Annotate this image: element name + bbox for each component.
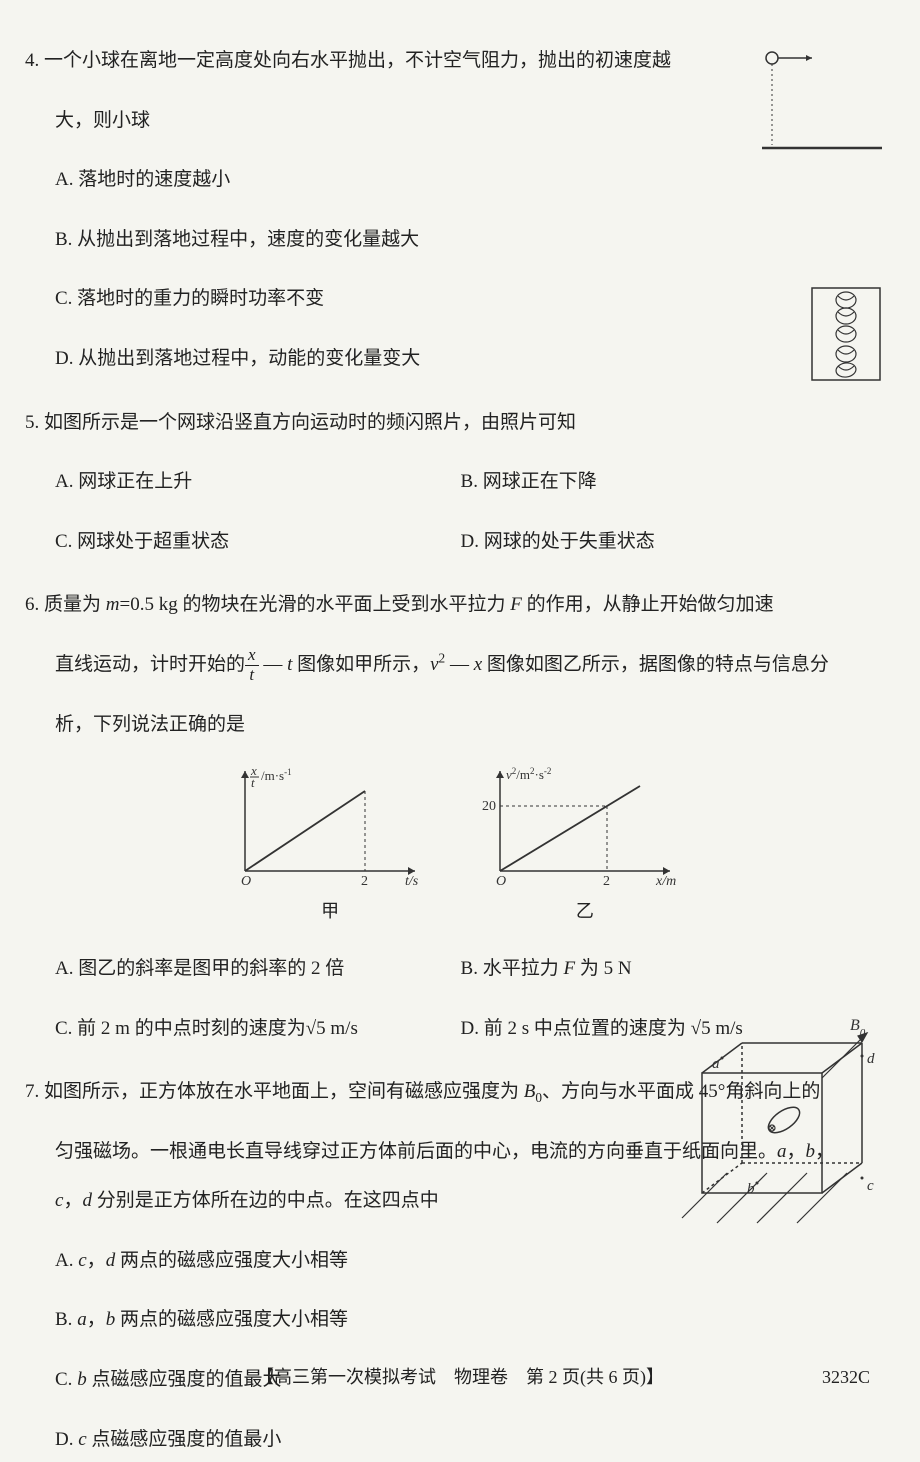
- chart2-xmax: 2: [603, 874, 610, 889]
- var-m: m: [106, 594, 120, 615]
- svg-text:/m·s-1: /m·s-1: [261, 767, 292, 783]
- q5-option-d: D. 网球的处于失重状态: [461, 519, 862, 565]
- question-5: 5. 如图所示是一个网球沿竖直方向运动时的频闪照片，由照片可知 A. 网球正在上…: [25, 400, 890, 565]
- q5-number: 5.: [25, 412, 44, 433]
- q7-option-a: A. c，d 两点的磁感应强度大小相等: [55, 1238, 890, 1284]
- page-footer: 【高三第一次模拟考试 物理卷 第 2 页(共 6 页)】: [0, 1363, 920, 1392]
- chart1-xmax: 2: [361, 874, 368, 889]
- figure-cube-magnetic: B0 a d b c: [672, 1018, 882, 1228]
- q4-option-c: C. 落地时的重力的瞬时功率不变: [55, 276, 890, 322]
- figure-tennis-strobe: [810, 286, 882, 382]
- charts-row: O 2 t/s x t /m·s-1 甲 O 20 2: [25, 761, 890, 926]
- q4-stem-line1: 一个小球在离地一定高度处向右水平抛出，不计空气阻力，抛出的初速度越: [44, 50, 671, 71]
- label-d: d: [867, 1051, 875, 1067]
- label-c: c: [867, 1178, 874, 1194]
- q4-number: 4.: [25, 50, 44, 71]
- q7-option-d: D. c 点磁感应强度的值最小: [55, 1417, 890, 1462]
- chart1-caption: 甲: [215, 897, 445, 926]
- q7-option-b: B. a，b 两点的磁感应强度大小相等: [55, 1297, 890, 1343]
- q6-option-c: C. 前 2 m 的中点时刻的速度为√5 m/s: [55, 1006, 456, 1052]
- var-F: F: [510, 594, 522, 615]
- q6-stem-line1: 6. 质量为 m=0.5 kg 的物块在光滑的水平面上受到水平拉力 F 的作用，…: [25, 582, 890, 628]
- q5-option-a: A. 网球正在上升: [55, 459, 456, 505]
- question-6: 6. 质量为 m=0.5 kg 的物块在光滑的水平面上受到水平拉力 F 的作用，…: [25, 582, 890, 1051]
- page-code: 3232C: [822, 1363, 870, 1392]
- label-b: b: [747, 1181, 755, 1197]
- svg-text:O: O: [241, 874, 251, 889]
- q6-stem-line3: 析，下列说法正确的是: [55, 702, 890, 748]
- q6-option-b: B. 水平拉力 F 为 5 N: [461, 946, 862, 992]
- chart-1: O 2 t/s x t /m·s-1 甲: [215, 761, 445, 926]
- chart2-xlabel: x/m: [655, 874, 676, 889]
- q4-option-a: A. 落地时的速度越小: [55, 157, 890, 203]
- q6-stem1a: 质量为: [44, 594, 106, 615]
- q6-stem2a: 直线运动，计时开始的: [55, 654, 245, 675]
- q6-stem1b: =0.5 kg 的物块在光滑的水平面上受到水平拉力: [120, 594, 511, 615]
- q5-option-c: C. 网球处于超重状态: [55, 519, 456, 565]
- q6-stem2c: 图像如图乙所示，据图像的特点与信息分: [482, 654, 829, 675]
- svg-text:t: t: [251, 775, 255, 790]
- q6-number: 6.: [25, 594, 44, 615]
- q7-number: 7.: [25, 1081, 44, 1102]
- chart2-ymax: 20: [482, 799, 496, 814]
- label-a: a: [712, 1056, 720, 1072]
- chart-2: O 20 2 x/m v2/m2·s-2 乙: [470, 761, 700, 926]
- svg-text:v2/m2·s-2: v2/m2·s-2: [506, 766, 551, 782]
- chart2-caption: 乙: [470, 897, 700, 926]
- fraction-x-over-t: xt: [245, 646, 259, 684]
- chart1-xlabel: t/s: [405, 874, 419, 889]
- q6-stem-line2: 直线运动，计时开始的xt — t 图像如甲所示，v2 — x 图像如图乙所示，据…: [55, 642, 890, 688]
- q5-option-b: B. 网球正在下降: [461, 459, 862, 505]
- q4-stem: 4. 一个小球在离地一定高度处向右水平抛出，不计空气阻力，抛出的初速度越: [25, 38, 890, 84]
- figure-projectile: [762, 50, 882, 160]
- q5-stem-text: 如图所示是一个网球沿竖直方向运动时的频闪照片，由照片可知: [44, 412, 576, 433]
- q7-stem2a: 匀强磁场。一根通电长直导线穿过正方体前后面的中心，电流的方向垂直于纸面向里。: [55, 1141, 777, 1162]
- q4-option-b: B. 从抛出到落地过程中，速度的变化量越大: [55, 217, 890, 263]
- q6-stem1c: 的作用，从静止开始做匀加速: [522, 594, 774, 615]
- q7-stem1a: 如图所示，正方体放在水平地面上，空间有磁感应强度为: [44, 1081, 524, 1102]
- svg-text:O: O: [496, 874, 506, 889]
- q4-option-d: D. 从抛出到落地过程中，动能的变化量变大: [55, 336, 890, 382]
- q5-stem: 5. 如图所示是一个网球沿竖直方向运动时的频闪照片，由照片可知: [25, 400, 890, 446]
- q7-stem3a: 分别是正方体所在边的中点。在这四点中: [97, 1190, 439, 1211]
- question-4: 4. 一个小球在离地一定高度处向右水平抛出，不计空气阻力，抛出的初速度越 大，则…: [25, 38, 890, 382]
- q6-option-a: A. 图乙的斜率是图甲的斜率的 2 倍: [55, 946, 456, 992]
- q6-stem2b: 图像如甲所示，: [297, 654, 430, 675]
